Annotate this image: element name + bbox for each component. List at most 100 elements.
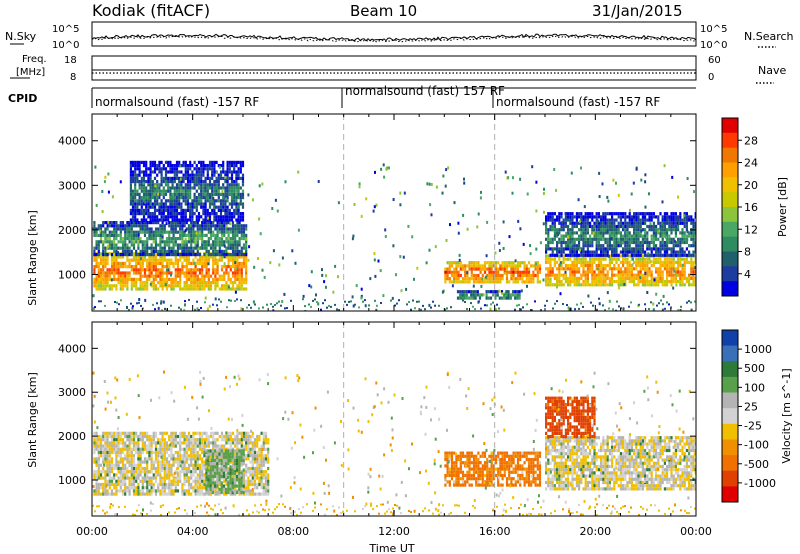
power-cell — [615, 247, 618, 251]
power-cell — [461, 277, 465, 281]
power-cell — [167, 183, 170, 187]
power-cell — [137, 287, 140, 291]
power-cell — [143, 281, 147, 285]
power-cell — [134, 205, 137, 209]
power-cell — [551, 257, 554, 261]
power-cell — [655, 228, 658, 232]
power-cell — [234, 224, 237, 228]
power-cell — [465, 296, 468, 300]
velocity-cell — [97, 434, 100, 439]
power-cell — [185, 227, 188, 231]
power-cell — [181, 243, 184, 247]
power-cell — [217, 215, 220, 219]
power-cell — [178, 212, 181, 216]
power-cell — [117, 255, 120, 259]
power-cell — [602, 234, 605, 238]
power-cell — [672, 212, 675, 216]
power-cell — [151, 212, 154, 216]
power-cell — [648, 260, 651, 264]
power-cell — [553, 273, 556, 277]
power-cell — [453, 201, 456, 205]
power-cell — [124, 274, 127, 278]
power-cell — [694, 240, 696, 245]
velocity-cell — [130, 431, 133, 435]
power-cell — [626, 264, 629, 268]
power-cell — [608, 231, 611, 235]
power-cell — [192, 271, 195, 275]
power-cell — [538, 267, 542, 271]
power-cell — [470, 290, 473, 294]
power-cell — [580, 218, 583, 222]
power-cell — [690, 301, 692, 304]
power-cell — [171, 170, 174, 174]
power-cell — [128, 261, 131, 265]
power-cell — [648, 270, 651, 274]
power-cell — [641, 273, 644, 277]
power-cell — [184, 300, 186, 303]
velocity-cell — [97, 473, 100, 477]
power-cell — [556, 300, 558, 303]
power-cell — [107, 244, 110, 248]
power-cell — [153, 164, 157, 168]
power-cell — [187, 227, 191, 231]
power-cell — [187, 224, 191, 228]
power-cell — [458, 253, 461, 257]
y-tick-label: 3000 — [58, 179, 86, 192]
power-cell — [143, 226, 146, 230]
power-cell — [194, 221, 197, 225]
power-cell — [633, 283, 636, 287]
power-cell — [536, 273, 539, 278]
power-cell — [126, 253, 129, 257]
power-cell — [516, 267, 520, 271]
power-cell — [162, 202, 165, 206]
power-cell — [474, 290, 477, 294]
power-cell — [216, 243, 219, 247]
power-cell — [216, 227, 219, 231]
power-cell — [150, 221, 153, 225]
power-cell — [236, 277, 239, 281]
power-cell — [130, 302, 132, 305]
power-cell — [508, 235, 511, 239]
power-cell — [169, 164, 172, 168]
power-cell — [644, 280, 647, 284]
power-cell — [574, 308, 576, 311]
power-cell — [115, 230, 118, 234]
power-cell — [692, 273, 695, 277]
velocity-cell — [115, 466, 118, 471]
power-cell — [617, 273, 620, 277]
power-cell — [173, 164, 176, 168]
power-cell — [659, 253, 662, 257]
power-cell — [562, 283, 565, 287]
velocity-cell — [157, 460, 160, 464]
power-cell — [220, 258, 224, 262]
power-cell — [559, 292, 562, 296]
power-cell — [564, 224, 567, 229]
power-cell — [120, 299, 122, 302]
velocity-cell — [106, 466, 109, 471]
power-cell — [172, 224, 175, 228]
power-cell — [142, 170, 146, 174]
power-cell — [217, 208, 220, 212]
power-cell — [631, 263, 634, 267]
power-cell — [391, 296, 394, 300]
power-cell — [591, 253, 594, 257]
power-cell — [223, 230, 226, 234]
power-cell — [639, 270, 642, 274]
power-cell — [355, 284, 358, 288]
power-cell — [117, 261, 120, 265]
power-cell — [240, 253, 243, 257]
power-cell — [204, 208, 207, 212]
power-cell — [131, 176, 135, 180]
power-cell — [216, 258, 219, 262]
power-cell — [239, 212, 242, 216]
power-cell — [507, 293, 510, 297]
power-cell — [137, 233, 140, 237]
power-cell — [448, 280, 451, 284]
power-cell — [648, 267, 651, 271]
power-cell — [512, 270, 515, 274]
power-cell — [196, 224, 199, 228]
power-cell — [240, 281, 243, 285]
power-cell — [425, 261, 428, 265]
power-cell — [494, 270, 498, 274]
power-cell — [223, 221, 226, 225]
